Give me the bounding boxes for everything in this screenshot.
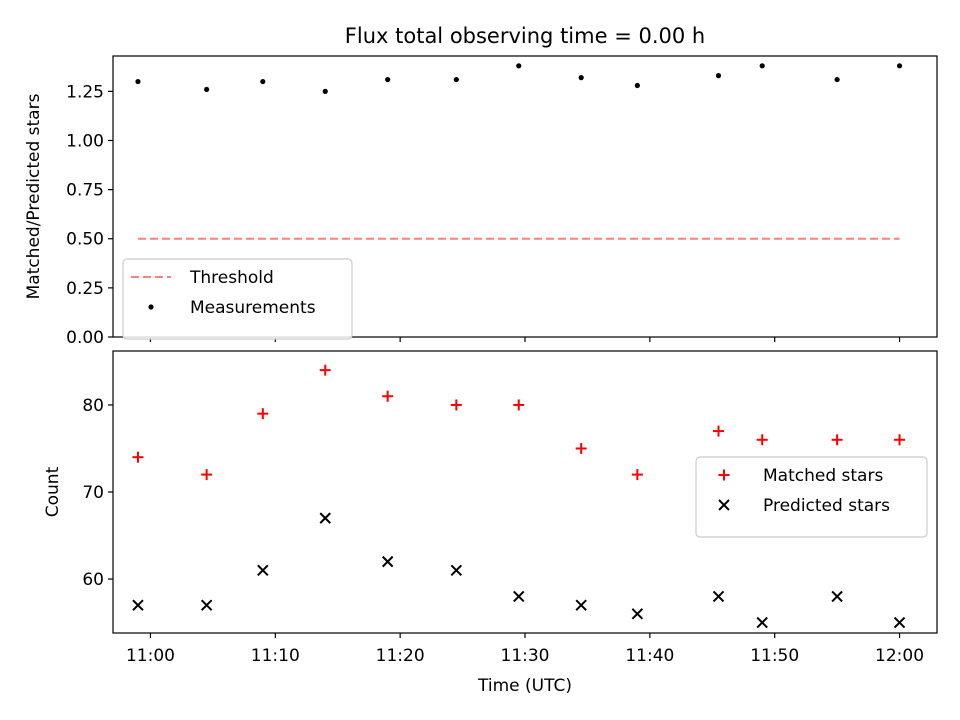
predicted-star-point — [513, 590, 525, 603]
legend: Matched stars Predicted stars — [695, 456, 928, 538]
matched-star-point — [201, 469, 213, 481]
predicted-star-point — [319, 512, 331, 524]
matched-star-point — [513, 399, 525, 411]
predicted-star-point — [712, 590, 725, 603]
bottom-panel: 60 70 80 11:00 11:10 11:20 11:30 11:40 11:50 12:0… — [43, 350, 938, 696]
x-marker-b — [712, 590, 725, 603]
matched-star-point — [257, 408, 269, 420]
y-tick-label: 0.75 — [66, 181, 104, 201]
y-tick-label: 60 — [82, 570, 104, 590]
x-marker-b — [132, 599, 144, 611]
measurement-point — [759, 63, 765, 69]
legend-box — [695, 456, 928, 538]
predicted-star-point — [450, 564, 463, 577]
legend-box — [122, 258, 353, 340]
measurement-point — [634, 82, 640, 89]
top-panel: 0.00 0.25 0.50 0.75 1.00 1.25 Flux total obser… — [24, 24, 938, 348]
measurement-point — [385, 76, 391, 83]
predicted-star-point — [575, 599, 587, 611]
x-marker-b — [450, 564, 463, 577]
y-axis-label: Matched/Predicted stars — [24, 93, 44, 299]
predicted-star-point — [831, 590, 843, 603]
legend-handle-matched — [718, 469, 730, 481]
matched-star-point — [831, 434, 843, 446]
x-marker-b — [756, 616, 768, 629]
x-marker-b — [200, 599, 213, 611]
y-axis-label: Count — [43, 466, 63, 517]
x-tick-label: 11:30 — [501, 646, 550, 666]
matched-star-point — [756, 434, 768, 446]
x-tick-label: 11:40 — [625, 646, 674, 666]
measurement-point — [578, 75, 584, 81]
x-marker-b — [319, 512, 331, 524]
measurement-point — [715, 73, 722, 79]
measurement-point — [135, 78, 141, 85]
legend-label: Matched stars — [763, 466, 883, 486]
matched-star-point — [894, 434, 906, 446]
x-axis-label: Time (UTC) — [477, 676, 572, 696]
predicted-star-point — [893, 616, 906, 629]
x-marker-b — [631, 608, 644, 620]
x-marker-b — [893, 616, 906, 629]
measurement-point — [204, 86, 210, 93]
predicted-star-point — [132, 599, 144, 611]
y-tick-label: 80 — [82, 396, 104, 416]
y-tick-label: 0.50 — [66, 230, 104, 250]
x-marker-b — [381, 555, 394, 568]
x-marker-b — [575, 599, 587, 611]
predicted-star-point — [200, 599, 213, 611]
predicted-star-point — [257, 564, 269, 577]
measurement-point — [260, 78, 266, 85]
predicted-star-point — [381, 555, 394, 568]
matched-star-point — [319, 364, 331, 376]
legend-label: Measurements — [190, 298, 316, 318]
measurement-point — [322, 88, 328, 94]
x-marker-b — [513, 590, 525, 603]
x-tick-label: 11:00 — [126, 646, 175, 666]
matched-star-point — [382, 390, 394, 402]
x-tick-label: 11:20 — [376, 646, 425, 666]
matched-star-point — [450, 399, 462, 411]
matched-star-point — [575, 442, 587, 454]
x-tick-label: 12:00 — [875, 646, 924, 666]
legend: Threshold Measurements — [122, 258, 353, 340]
series-measurements — [135, 63, 903, 94]
matched-star-point — [631, 469, 643, 481]
chart-title: Flux total observing time = 0.00 h — [345, 24, 705, 48]
legend-label: Threshold — [189, 268, 274, 288]
matched-star-point — [713, 425, 725, 437]
x-marker-b — [831, 590, 843, 603]
legend-label: Predicted stars — [763, 496, 890, 516]
legend-handle-predicted — [718, 499, 730, 511]
y-tick-label: 0.25 — [66, 279, 104, 299]
y-tick-label: 70 — [82, 483, 104, 503]
x-marker-b — [718, 499, 730, 511]
x-tick-label: 11:50 — [750, 646, 799, 666]
legend-handle-measurements — [148, 304, 154, 310]
x-marker-b — [257, 564, 269, 577]
y-tick-label: 1.25 — [66, 82, 104, 102]
x-tick-label: 11:10 — [251, 646, 300, 666]
matched-star-point — [132, 451, 144, 463]
measurement-point — [516, 63, 522, 69]
measurement-point — [834, 76, 840, 83]
measurement-point — [896, 63, 903, 69]
series-predicted-stars — [132, 512, 906, 629]
y-tick-label: 0.00 — [66, 328, 104, 348]
predicted-star-point — [756, 616, 768, 629]
measurement-point — [453, 76, 459, 83]
y-tick-label: 1.00 — [66, 131, 104, 151]
predicted-star-point — [631, 608, 644, 620]
series-matched-stars — [132, 364, 906, 481]
